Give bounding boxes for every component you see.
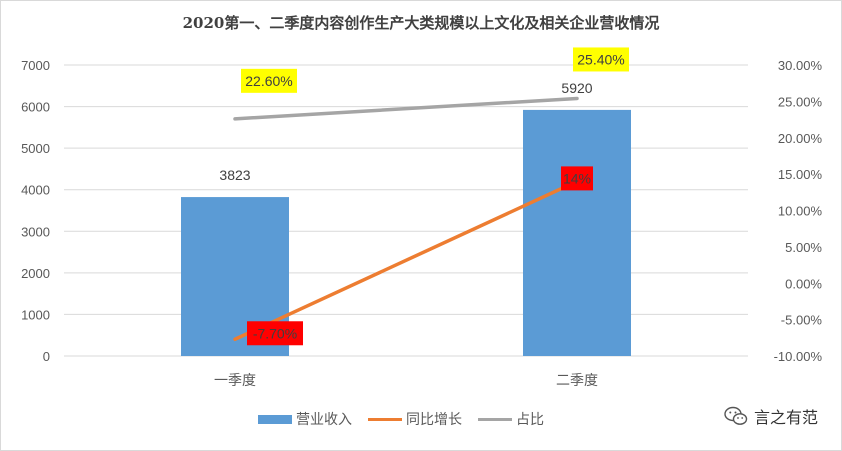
legend-swatch-yoy xyxy=(368,417,402,421)
watermark: 言之有范 xyxy=(724,404,818,428)
y-right-tick-label: 0.00% xyxy=(785,276,822,291)
line-data-label: -7.70% xyxy=(253,325,297,341)
bar-data-label: 5920 xyxy=(561,80,592,96)
legend-label-yoy: 同比增长 xyxy=(406,412,462,428)
y-left-tick-label: 5000 xyxy=(21,141,50,156)
y-right-tick-label: 5.00% xyxy=(785,240,822,255)
data-label-box xyxy=(561,166,593,191)
legend-item-share: 占比 xyxy=(478,409,544,429)
data-label-box xyxy=(573,47,629,72)
y-right-tick-label: 30.00% xyxy=(778,58,823,73)
y-right-tick-label: 10.00% xyxy=(778,204,823,219)
y-left-tick-label: 4000 xyxy=(21,183,50,198)
y-right-tick-label: -5.00% xyxy=(781,313,823,328)
series-line xyxy=(233,96,579,121)
data-label-box xyxy=(241,68,297,93)
chart-title: 2020第一、二季度内容创作生产大类规模以上文化及相关企业营收情况 xyxy=(182,14,660,32)
y-left-tick-label: 7000 xyxy=(21,58,50,73)
line-data-label: 14% xyxy=(563,170,591,186)
chart-legend: 营业收入 同比增长 占比 xyxy=(258,409,560,429)
legend-item-yoy: 同比增长 xyxy=(368,409,462,429)
watermark-text: 言之有范 xyxy=(753,408,818,427)
line-data-label: 22.60% xyxy=(245,73,292,89)
legend-label-share: 占比 xyxy=(516,412,544,428)
y-left-tick-label: 2000 xyxy=(21,266,50,281)
y-left-tick-label: 6000 xyxy=(21,100,50,115)
y-left-tick-label: 1000 xyxy=(21,307,50,322)
line-data-label: 25.40% xyxy=(577,51,624,67)
y-right-tick-label: 20.00% xyxy=(778,131,823,146)
bar-data-label: 3823 xyxy=(219,167,250,183)
wechat-icon xyxy=(724,406,748,425)
y-left-tick-label: 0 xyxy=(43,349,50,364)
legend-item-revenue: 营业收入 xyxy=(258,409,352,429)
x-category-label: 二季度 xyxy=(556,373,598,389)
series-line xyxy=(233,179,579,342)
legend-swatch-revenue xyxy=(258,414,292,424)
bar xyxy=(523,109,631,356)
x-category-label: 一季度 xyxy=(214,373,256,389)
y-right-tick-label: 25.00% xyxy=(778,94,823,109)
y-right-tick-label: -10.00% xyxy=(774,349,823,364)
y-right-tick-label: 15.00% xyxy=(778,167,823,182)
y-left-tick-label: 3000 xyxy=(21,224,50,239)
data-label-box xyxy=(247,321,303,346)
legend-swatch-share xyxy=(478,417,512,421)
legend-label-revenue: 营业收入 xyxy=(296,412,352,428)
